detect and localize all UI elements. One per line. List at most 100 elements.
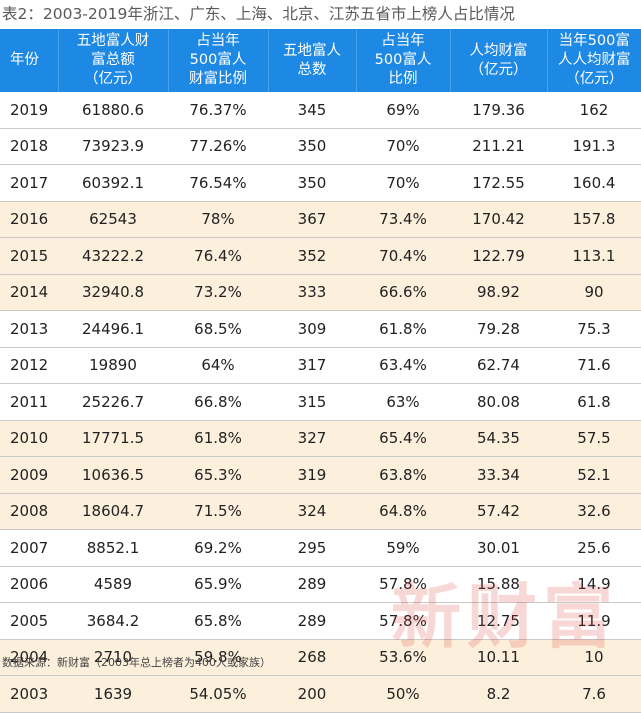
table-cell: 2004 <box>0 639 58 676</box>
table-cell: 172.55 <box>450 164 547 202</box>
table-cell: 319 <box>268 456 356 494</box>
table-cell: 71.5% <box>168 493 268 530</box>
table-cell: 11.9 <box>547 602 641 640</box>
table-cell: 70% <box>356 164 450 202</box>
column-header: 人均财富 （亿元） <box>450 29 548 92</box>
column-header: 占当年 500富人 比例 <box>356 29 451 92</box>
table-cell: 52.1 <box>547 456 641 494</box>
table-cell: 50% <box>356 675 450 713</box>
table-cell: 33.34 <box>450 456 547 494</box>
table-row: 2013 24496.1 68.5% 309 61.8% 79.28 75.3 <box>0 310 641 348</box>
table-cell: 200 <box>268 675 356 713</box>
table-cell: 191.3 <box>547 128 641 165</box>
table-cell: 317 <box>268 347 356 384</box>
table-cell: 10636.5 <box>58 456 168 494</box>
table-cell: 69.2% <box>168 529 268 567</box>
table-row: 2004 2710 59.8% 268 53.6% 10.11 10 <box>0 639 641 676</box>
table-cell: 65.3% <box>168 456 268 494</box>
table-row: 2016 62543 78% 367 73.4% 170.42 157.8 <box>0 201 641 238</box>
table-cell: 350 <box>268 128 356 165</box>
table-row: 2014 32940.8 73.2% 333 66.6% 98.92 90 <box>0 274 641 311</box>
column-header-line: 五地富人 <box>283 42 341 59</box>
table-cell: 77.26% <box>168 128 268 165</box>
table-cell: 2016 <box>0 201 58 238</box>
table-cell: 73.4% <box>356 201 450 238</box>
column-header-line: 500富人 <box>374 52 432 68</box>
table-cell: 295 <box>268 529 356 567</box>
column-header-line: 富总额 <box>91 52 135 68</box>
column-header-line: 当年500富 <box>558 33 630 49</box>
table-cell: 2017 <box>0 164 58 202</box>
column-header: 年份 <box>0 29 59 92</box>
table-cell: 211.21 <box>450 128 547 165</box>
table-cell: 2006 <box>0 566 58 603</box>
table-cell: 61.8% <box>168 420 268 457</box>
table-cell: 76.37% <box>168 92 268 129</box>
table-cell: 2013 <box>0 310 58 348</box>
table-cell: 289 <box>268 566 356 603</box>
table-cell: 63% <box>356 383 450 421</box>
data-source-note: 数据来源：新财富（2003年总上榜者为400人或家族） <box>2 656 271 669</box>
table-cell: 15.88 <box>450 566 547 603</box>
table-cell: 61880.6 <box>58 92 168 129</box>
table-cell: 7.6 <box>547 675 641 713</box>
table-cell: 62.74 <box>450 347 547 384</box>
table-cell: 62543 <box>58 201 168 238</box>
column-header-line: 500富人 <box>189 52 247 68</box>
table-cell: 24496.1 <box>58 310 168 348</box>
column-header-line: （亿元） <box>84 71 142 87</box>
table-cell: 179.36 <box>450 92 547 129</box>
table-cell: 8.2 <box>450 675 547 713</box>
table-cell: 76.54% <box>168 164 268 202</box>
table-cell: 113.1 <box>547 237 641 275</box>
table-cell: 18604.7 <box>58 493 168 530</box>
table-row: 2011 25226.7 66.8% 315 63% 80.08 61.8 <box>0 383 641 421</box>
table-cell: 19890 <box>58 347 168 384</box>
table-cell: 2010 <box>0 420 58 457</box>
table-cell: 2011 <box>0 383 58 421</box>
table-cell: 17771.5 <box>58 420 168 457</box>
table-cell: 10 <box>547 639 641 676</box>
column-header-line: 人人均财富 <box>558 52 631 68</box>
table-cell: 65.4% <box>356 420 450 457</box>
table-cell: 64.8% <box>356 493 450 530</box>
table-cell: 315 <box>268 383 356 421</box>
column-header: 占当年 500富人 财富比例 <box>168 29 269 92</box>
table-cell: 4589 <box>58 566 168 603</box>
table-cell: 2003 <box>0 675 58 713</box>
table-cell: 90 <box>547 274 641 311</box>
column-header-line: 年份 <box>10 52 39 68</box>
column-header: 五地富人 总数 <box>268 29 357 92</box>
table-cell: 333 <box>268 274 356 311</box>
table-cell: 157.8 <box>547 201 641 238</box>
table-cell: 2009 <box>0 456 58 494</box>
table-cell: 64% <box>168 347 268 384</box>
table-row: 2017 60392.1 76.54% 350 70% 172.55 160.4 <box>0 164 641 202</box>
table-cell: 25.6 <box>547 529 641 567</box>
table-cell: 53.6% <box>356 639 450 676</box>
column-header-line: 比例 <box>388 71 418 87</box>
table-row: 2009 10636.5 65.3% 319 63.8% 33.34 52.1 <box>0 456 641 494</box>
table-cell: 1639 <box>58 675 168 713</box>
table-cell: 54.05% <box>168 675 268 713</box>
table-cell: 43222.2 <box>58 237 168 275</box>
table-cell: 309 <box>268 310 356 348</box>
table-cell: 162 <box>547 92 641 129</box>
column-header-line: （亿元） <box>565 71 624 87</box>
table-cell: 57.42 <box>450 493 547 530</box>
table-cell: 98.92 <box>450 274 547 311</box>
table-cell: 289 <box>268 602 356 640</box>
table-row: 2010 17771.5 61.8% 327 65.4% 54.35 57.5 <box>0 420 641 457</box>
table-cell: 54.35 <box>450 420 547 457</box>
table-cell: 78% <box>168 201 268 238</box>
table-cell: 73923.9 <box>58 128 168 165</box>
table-cell: 79.28 <box>450 310 547 348</box>
table-cell: 66.8% <box>168 383 268 421</box>
table-cell: 324 <box>268 493 356 530</box>
table-cell: 122.79 <box>450 237 547 275</box>
table-cell: 57.5 <box>547 420 641 457</box>
table-cell: 70.4% <box>356 237 450 275</box>
table-row: 2008 18604.7 71.5% 324 64.8% 57.42 32.6 <box>0 493 641 530</box>
table-cell: 71.6 <box>547 347 641 384</box>
table-cell: 2019 <box>0 92 58 129</box>
